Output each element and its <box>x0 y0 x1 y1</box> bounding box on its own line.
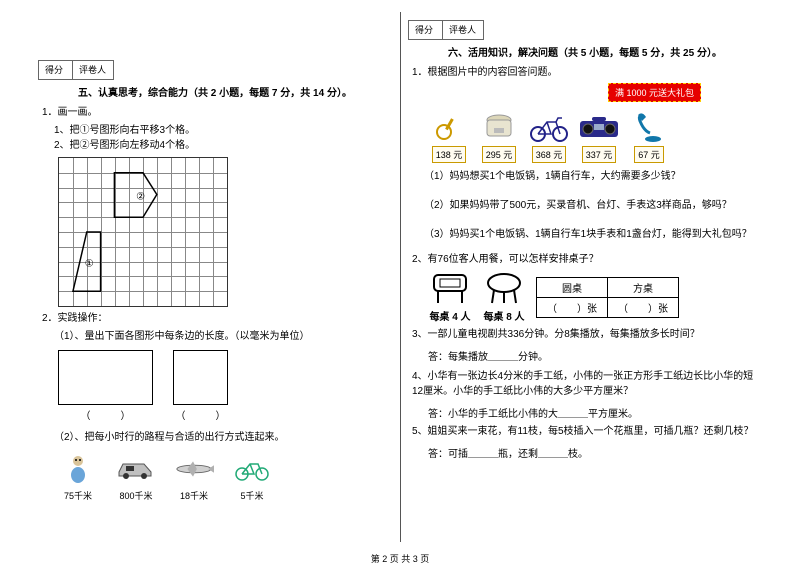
dist-label: 5千米 <box>232 489 272 502</box>
th-round: 圆桌 <box>537 277 608 297</box>
r-q5-ans: 答：可插＿＿＿瓶，还剩＿＿＿枝。 <box>428 445 762 460</box>
furniture-row: 每桌 4 人 每桌 8 人 圆桌方桌 （ ）张（ ）张 <box>428 271 762 323</box>
section-title-6: 六、活用知识，解决问题（共 5 小题，每题 5 分，共 25 分）。 <box>408 44 762 59</box>
r-q1-sub1: （1）妈妈想买1个电饭锅，1辆自行车，大约需要多少钱？ <box>424 169 762 184</box>
score-cell: 评卷人 <box>72 60 114 80</box>
plane-icon <box>174 455 214 483</box>
price-tag: 368 元 <box>532 146 567 163</box>
dist-label: 18千米 <box>174 489 214 502</box>
section-title-5: 五、认真思考，综合能力（共 2 小题，每题 7 分，共 14 分）。 <box>38 84 392 99</box>
score-box-right: 得分 评卷人 <box>408 20 762 40</box>
q1-sub2: 2、把②号图形向左移动4个格。 <box>54 138 392 153</box>
rect-label-b: （ ） <box>173 407 228 422</box>
price-tag: 67 元 <box>634 146 664 163</box>
rect-a <box>58 350 153 405</box>
bicycle-icon <box>528 110 570 144</box>
th-square: 方桌 <box>608 277 679 297</box>
bike-icon <box>232 455 272 483</box>
q2-sub1: （1）、量出下面各图形中每条边的长度。（以毫米为单位） <box>54 329 392 344</box>
score-cell: 得分 <box>38 60 72 80</box>
left-column: 得分 评卷人 五、认真思考，综合能力（共 2 小题，每题 7 分，共 14 分）… <box>30 10 400 548</box>
r-question-5: 5、姐姐买来一束花，有11枝，每5枝插入一个花瓶里，可插几瓶？还剩几枝？ <box>412 424 762 439</box>
person-icon <box>58 455 98 483</box>
ricecooker-icon <box>478 110 520 144</box>
cell: （ ）张 <box>608 297 679 317</box>
score-cell: 得分 <box>408 20 442 40</box>
promo-banner: 满 1000 元送大礼包 <box>608 83 701 102</box>
score-cell: 评卷人 <box>442 20 484 40</box>
rect-label-a: （ ） <box>58 407 153 422</box>
product-row: 138 元 295 元 368 元 337 元 67 元 <box>428 110 762 163</box>
r-question-4: 4、小华有一张边长4分米的手工纸，小伟的一张正方形手工纸边长比小华的短12厘米。… <box>412 369 762 399</box>
transport-icons: 75千米 800千米 18千米 5千米 <box>58 455 392 502</box>
watch-icon <box>428 110 470 144</box>
question-1: 1．画一画。 <box>42 105 392 120</box>
q1-sub1: 1、把①号图形向右平移3个格。 <box>54 123 392 138</box>
dist-label: 800千米 <box>116 489 156 502</box>
r-q1-sub3: （3）妈妈买1个电饭锅、1辆自行车1块手表和1盏台灯，能得到大礼包吗？ <box>424 227 762 242</box>
table-label-b: 每桌 8 人 <box>482 308 526 323</box>
shape-2-label: ② <box>136 191 145 202</box>
rect-b <box>173 350 228 405</box>
r-question-1: 1．根据图片中的内容回答问题。 <box>412 65 762 80</box>
column-divider <box>400 12 401 542</box>
square-table-icon <box>428 271 472 305</box>
price-tag: 337 元 <box>582 146 617 163</box>
question-2: 2．实践操作： <box>42 311 392 326</box>
r-question-2: 2、有76位客人用餐，可以怎样安排桌子？ <box>412 252 762 267</box>
table-label-a: 每桌 4 人 <box>428 308 472 323</box>
lamp-icon <box>628 110 670 144</box>
dist-label: 75千米 <box>58 489 98 502</box>
rect-row <box>58 350 392 405</box>
price-tag: 138 元 <box>432 146 467 163</box>
right-column: 得分 评卷人 六、活用知识，解决问题（共 5 小题，每题 5 分，共 25 分）… <box>400 10 770 548</box>
radio-icon <box>578 110 620 144</box>
r-q3-ans: 答：每集播放＿＿＿分钟。 <box>428 348 762 363</box>
r-q4-ans: 答：小华的手工纸比小伟的大＿＿＿平方厘米。 <box>428 405 762 420</box>
cell: （ ）张 <box>537 297 608 317</box>
grid-diagram: ② ① <box>58 157 228 307</box>
arrangement-table: 圆桌方桌 （ ）张（ ）张 <box>536 277 679 318</box>
score-box-left: 得分 评卷人 <box>38 60 392 80</box>
r-q1-sub2: （2）如果妈妈带了500元，买录音机、台灯、手表这3样商品，够吗？ <box>424 198 762 213</box>
car-icon <box>116 455 156 483</box>
round-table-icon <box>482 271 526 305</box>
page-footer: 第 2 页 共 3 页 <box>0 548 800 565</box>
price-tag: 295 元 <box>482 146 517 163</box>
q2-sub2: （2）、把每小时行的路程与合适的出行方式连起来。 <box>54 430 392 445</box>
r-question-3: 3、一部儿童电视剧共336分钟。分8集播放，每集播放多长时间？ <box>412 327 762 342</box>
shape-1-label: ① <box>85 259 94 270</box>
